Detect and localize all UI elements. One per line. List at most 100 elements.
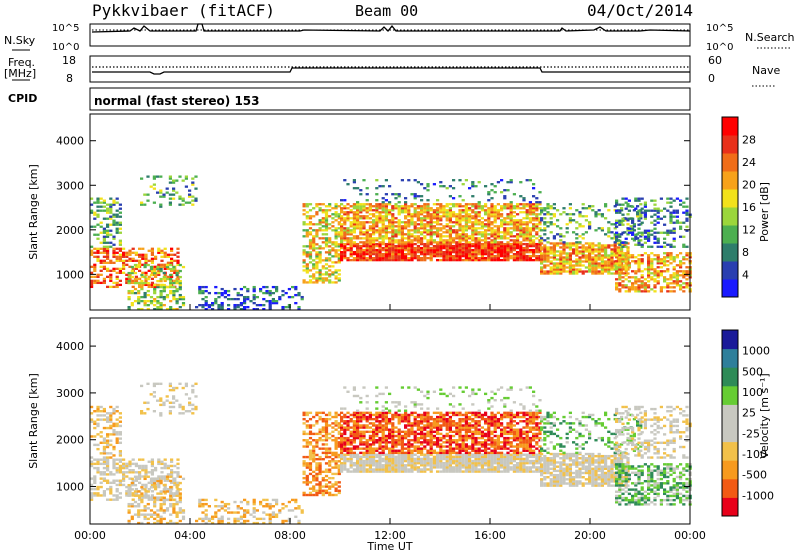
power-cell bbox=[340, 253, 343, 255]
power-cell bbox=[559, 262, 562, 264]
power-cell bbox=[420, 221, 423, 223]
power-cell bbox=[494, 191, 497, 193]
power-cell bbox=[179, 264, 182, 266]
velocity-cell bbox=[449, 466, 452, 468]
power-cell bbox=[569, 219, 572, 221]
power-cell bbox=[315, 253, 318, 255]
power-cell bbox=[385, 225, 388, 227]
velocity-cell bbox=[285, 520, 288, 522]
power-cell bbox=[559, 242, 562, 244]
power-cell bbox=[471, 243, 474, 245]
power-cell bbox=[465, 227, 468, 229]
power-cell bbox=[487, 213, 490, 215]
power-cell bbox=[426, 183, 429, 185]
power-cell bbox=[449, 247, 452, 249]
power-cell bbox=[430, 247, 433, 249]
velocity-cell bbox=[153, 511, 156, 513]
velocity-cell bbox=[191, 412, 194, 414]
power-cell bbox=[372, 241, 375, 243]
nsky-label: N.Sky bbox=[4, 34, 36, 47]
power-cell bbox=[401, 255, 404, 257]
velocity-cell bbox=[157, 463, 160, 465]
velocity-cell bbox=[398, 458, 401, 460]
velocity-cell bbox=[356, 466, 359, 468]
power-cell bbox=[303, 253, 306, 255]
power-cell bbox=[430, 229, 433, 231]
power-cell bbox=[169, 194, 172, 196]
power-cell bbox=[647, 236, 650, 238]
velocity-cell bbox=[103, 467, 106, 469]
power-cell bbox=[465, 203, 468, 205]
power-cell bbox=[325, 263, 328, 265]
power-cell bbox=[578, 256, 581, 258]
power-cell bbox=[572, 270, 575, 272]
power-cell bbox=[550, 256, 553, 258]
velocity-cell bbox=[269, 505, 272, 507]
velocity-cell bbox=[452, 456, 455, 458]
power-cell bbox=[494, 241, 497, 243]
velocity-cell bbox=[306, 456, 309, 458]
velocity-cell bbox=[303, 422, 306, 424]
velocity-cell bbox=[182, 509, 185, 511]
velocity-cell bbox=[426, 468, 429, 470]
power-cell bbox=[522, 207, 525, 209]
power-cell bbox=[532, 211, 535, 213]
velocity-cell bbox=[331, 454, 334, 456]
power-cell bbox=[169, 198, 172, 200]
power-cell bbox=[404, 203, 407, 205]
velocity-cell bbox=[103, 494, 106, 496]
power-cell bbox=[103, 228, 106, 230]
power-cell bbox=[526, 223, 529, 225]
velocity-cell bbox=[141, 467, 144, 469]
power-cell bbox=[631, 222, 634, 224]
velocity-cell bbox=[259, 503, 262, 505]
power-cell bbox=[569, 270, 572, 272]
velocity-cell bbox=[116, 439, 119, 441]
velocity-cell bbox=[172, 480, 175, 482]
power-cell bbox=[598, 258, 601, 260]
power-cell bbox=[618, 210, 621, 212]
velocity-cell bbox=[372, 458, 375, 460]
velocity-cell bbox=[335, 441, 338, 443]
power-cell bbox=[631, 228, 634, 230]
power-cell bbox=[497, 259, 500, 261]
velocity-cell bbox=[96, 463, 99, 465]
power-cell bbox=[621, 198, 624, 200]
power-cell bbox=[452, 237, 455, 239]
power-cell bbox=[637, 278, 640, 280]
power-cell bbox=[615, 232, 618, 234]
velocity-cell bbox=[309, 437, 312, 439]
power-cell bbox=[503, 221, 506, 223]
velocity-cell bbox=[401, 466, 404, 468]
power-cell bbox=[128, 282, 131, 284]
velocity-cell bbox=[151, 490, 154, 492]
power-cell bbox=[452, 257, 455, 259]
power-cell bbox=[382, 185, 385, 187]
power-cell bbox=[546, 270, 549, 272]
power-cell bbox=[166, 296, 169, 298]
power-cell bbox=[484, 211, 487, 213]
power-cell bbox=[170, 250, 173, 252]
velocity-cell bbox=[385, 470, 388, 472]
velocity-cell bbox=[224, 503, 227, 505]
power-cell bbox=[417, 259, 420, 261]
velocity-cell bbox=[93, 477, 96, 479]
velocity-cell bbox=[169, 505, 172, 507]
power-cell bbox=[335, 241, 338, 243]
power-cell bbox=[116, 282, 119, 284]
power-cell bbox=[103, 230, 106, 232]
power-cell bbox=[106, 246, 109, 248]
power-cell bbox=[385, 255, 388, 257]
velocity-cell bbox=[179, 497, 182, 499]
power-cell bbox=[350, 251, 353, 253]
power-cell bbox=[628, 276, 631, 278]
velocity-cell bbox=[134, 495, 137, 497]
power-cell bbox=[137, 302, 140, 304]
power-cell bbox=[641, 232, 644, 234]
power-cell bbox=[394, 253, 397, 255]
power-cell bbox=[442, 245, 445, 247]
power-cell bbox=[116, 276, 119, 278]
power-cell bbox=[179, 284, 182, 286]
power-cell bbox=[306, 231, 309, 233]
velocity-cell bbox=[306, 494, 309, 496]
